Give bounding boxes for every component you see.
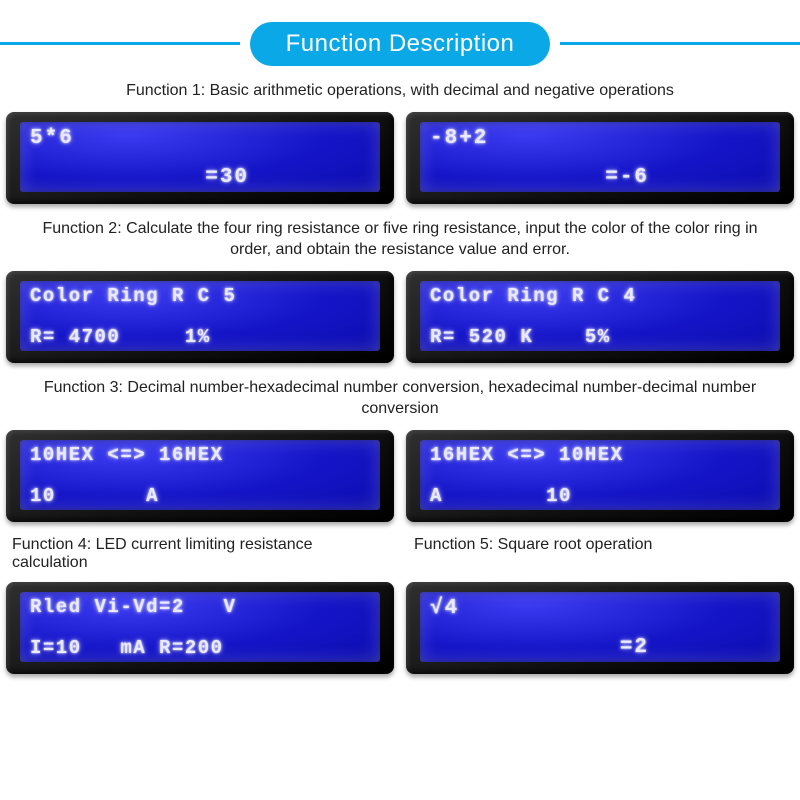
lcd-screen: Rled Vi-Vd=2 V I=10 mA R=200	[20, 592, 380, 662]
header-banner: Function Description	[0, 0, 800, 66]
caption-function-3: Function 3: Decimal number-hexadecimal n…	[0, 377, 800, 420]
lcd-line-2: =-6	[430, 167, 770, 188]
lcd-line-2: R= 4700 1%	[30, 328, 370, 347]
banner-rule-right	[560, 42, 800, 45]
lcd-arithmetic-addneg: -8+2 =-6	[406, 112, 794, 204]
caption-function-5: Function 5: Square root operation	[408, 536, 794, 572]
lcd-line-2: =2	[430, 637, 770, 658]
lcd-sqrt: √4 =2	[406, 582, 794, 674]
lcd-screen: Color Ring R C 5 R= 4700 1%	[20, 281, 380, 351]
lcd-hex-to-dec: 16HEX <=> 10HEX A 10	[406, 430, 794, 522]
caption-function-1: Function 1: Basic arithmetic operations,…	[0, 80, 800, 102]
lcd-line-2: I=10 mA R=200	[30, 639, 370, 658]
lcd-line-2: A 10	[430, 487, 770, 506]
lcd-resistor-4ring: Color Ring R C 4 R= 520 K 5%	[406, 271, 794, 363]
lcd-line-1: Color Ring R C 4	[430, 287, 770, 306]
lcd-resistor-5ring: Color Ring R C 5 R= 4700 1%	[6, 271, 394, 363]
lcd-line-1: -8+2	[430, 128, 770, 149]
lcd-line-1: Rled Vi-Vd=2 V	[30, 598, 370, 617]
caption-function-4: Function 4: LED current limiting resista…	[6, 536, 392, 572]
caption-row-4-5: Function 4: LED current limiting resista…	[0, 536, 800, 572]
lcd-line-2: 10 A	[30, 487, 370, 506]
lcd-line-2: R= 520 K 5%	[430, 328, 770, 347]
lcd-screen: 10HEX <=> 16HEX 10 A	[20, 440, 380, 510]
lcd-dec-to-hex: 10HEX <=> 16HEX 10 A	[6, 430, 394, 522]
lcd-line-2: =30	[30, 167, 370, 188]
lcd-line-1: 5*6	[30, 128, 370, 149]
row-function-2: Color Ring R C 5 R= 4700 1% Color Ring R…	[0, 271, 800, 363]
lcd-line-1: √4	[430, 598, 770, 619]
row-function-1: 5*6 =30 -8+2 =-6	[0, 112, 800, 204]
lcd-line-1: Color Ring R C 5	[30, 287, 370, 306]
lcd-screen: Color Ring R C 4 R= 520 K 5%	[420, 281, 780, 351]
row-function-4-5: Rled Vi-Vd=2 V I=10 mA R=200 √4 =2	[0, 582, 800, 674]
lcd-led-resistor: Rled Vi-Vd=2 V I=10 mA R=200	[6, 582, 394, 674]
lcd-arithmetic-mult: 5*6 =30	[6, 112, 394, 204]
banner-title: Function Description	[250, 22, 551, 66]
lcd-line-1: 16HEX <=> 10HEX	[430, 446, 770, 465]
lcd-screen: 5*6 =30	[20, 122, 380, 192]
caption-function-2: Function 2: Calculate the four ring resi…	[0, 218, 800, 261]
lcd-screen: -8+2 =-6	[420, 122, 780, 192]
row-function-3: 10HEX <=> 16HEX 10 A 16HEX <=> 10HEX A 1…	[0, 430, 800, 522]
banner-rule-left	[0, 42, 240, 45]
lcd-screen: 16HEX <=> 10HEX A 10	[420, 440, 780, 510]
lcd-line-1: 10HEX <=> 16HEX	[30, 446, 370, 465]
lcd-screen: √4 =2	[420, 592, 780, 662]
